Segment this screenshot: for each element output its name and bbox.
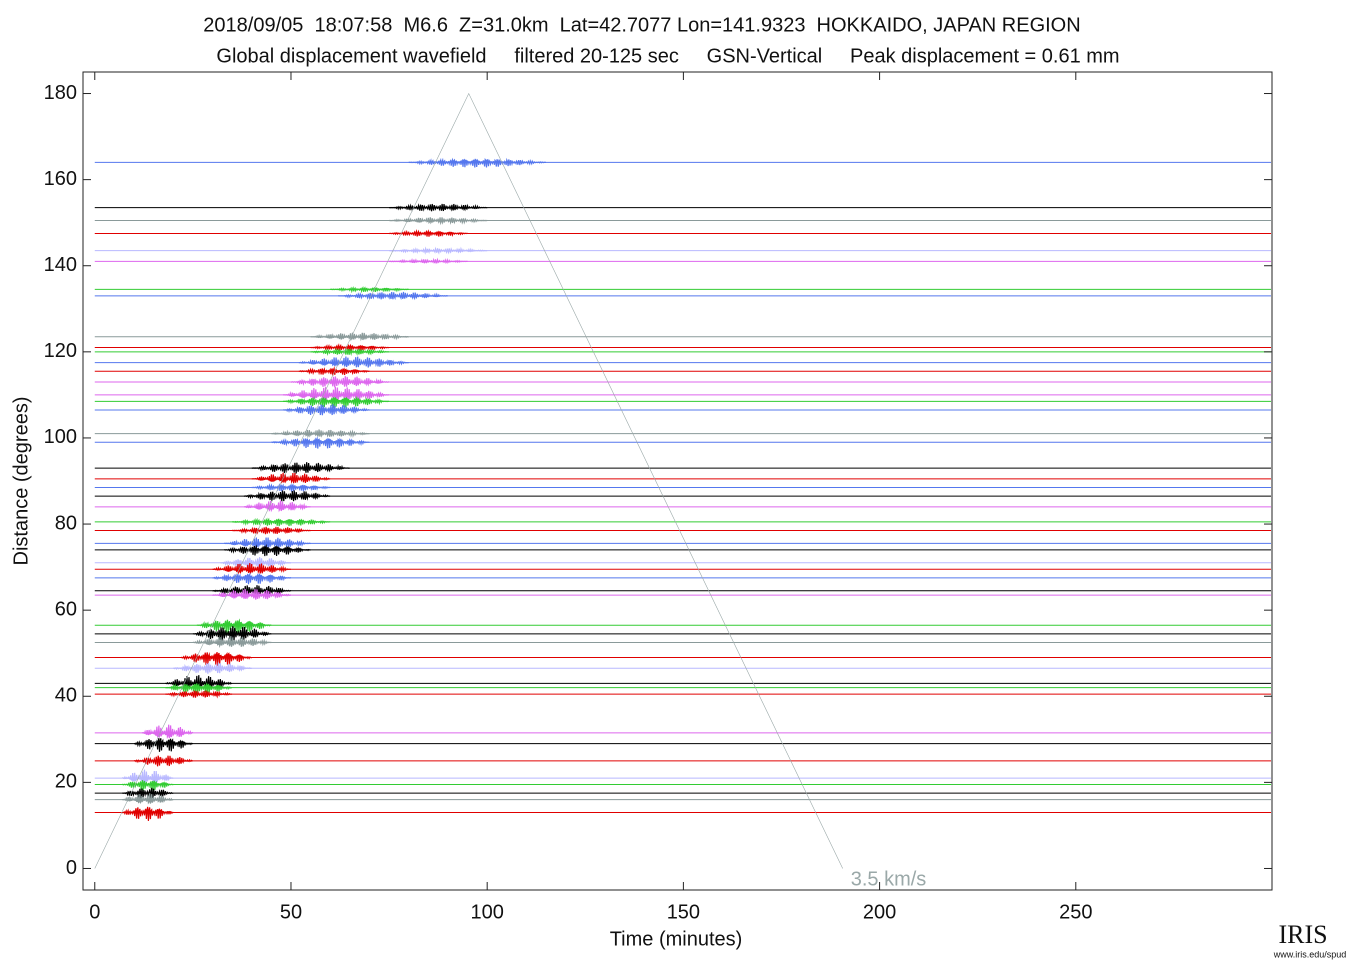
y-axis-label: Distance (degrees) [10, 397, 32, 566]
waveform [122, 793, 174, 805]
chart-subtitle: Global displacement wavefield filtered 2… [216, 45, 1119, 67]
waveform [224, 537, 311, 549]
x-tick-label: 100 [470, 901, 503, 923]
waveform [251, 472, 331, 484]
waveform [165, 690, 233, 699]
waveform [232, 526, 311, 535]
waveform [232, 517, 331, 527]
plot-frame [82, 71, 1273, 891]
x-tick-label: 150 [667, 901, 700, 923]
waveform [243, 500, 311, 513]
waveform [224, 543, 311, 557]
y-tick-label: 0 [66, 857, 77, 879]
logo: IRIS [1278, 920, 1327, 949]
waveform [271, 429, 370, 439]
waveform [122, 787, 174, 799]
waveform [389, 228, 468, 237]
logo-url: www.iris.edu/spud [1273, 949, 1347, 959]
y-tick-label: 20 [55, 771, 77, 793]
curve-label: 3.5 km/s [851, 868, 927, 890]
waveform [298, 366, 370, 376]
waveform [243, 490, 331, 502]
y-tick-label: 60 [55, 598, 77, 620]
x-tick-label: 250 [1059, 901, 1092, 923]
waveform [251, 483, 331, 492]
waveform [133, 755, 193, 767]
waveform [290, 376, 390, 388]
x-tick-label: 0 [89, 901, 100, 923]
waveform [330, 286, 409, 294]
x-tick-label: 200 [863, 901, 896, 923]
waveform [389, 203, 488, 212]
waveform [283, 386, 390, 402]
y-tick-label: 100 [44, 426, 77, 448]
waveform [310, 343, 390, 351]
waveform [122, 806, 174, 821]
waveform [165, 682, 233, 694]
y-tick-label: 80 [55, 512, 77, 534]
waveform [220, 557, 292, 569]
y-tick-label: 160 [44, 168, 77, 190]
x-tick-label: 50 [280, 901, 302, 923]
y-tick-label: 140 [44, 254, 77, 276]
waveform [251, 462, 350, 474]
waveform [389, 217, 488, 226]
waveform [212, 585, 292, 597]
waveform [122, 780, 174, 791]
waveform [271, 436, 370, 449]
waveform [192, 636, 272, 648]
waveform [283, 395, 390, 408]
y-tick-label: 180 [44, 82, 77, 104]
waveform [408, 157, 546, 168]
waveform [181, 651, 252, 667]
waveform [389, 246, 488, 255]
waveform [310, 347, 390, 357]
waveform [173, 662, 252, 674]
x-axis-label: Time (minutes) [610, 928, 743, 950]
waveform [298, 356, 409, 368]
waveform [212, 562, 291, 575]
waveform [165, 675, 233, 690]
waveform [310, 332, 409, 342]
waveform [338, 291, 448, 301]
waveform [141, 724, 194, 739]
y-tick-label: 40 [55, 685, 77, 707]
chart-title: 2018/09/05 18:07:58 M6.6 Z=31.0km Lat=42… [203, 14, 1080, 36]
waveform [196, 618, 272, 634]
y-tick-label: 120 [44, 340, 77, 362]
waveform [389, 257, 468, 265]
waveform [283, 404, 370, 416]
waveform [134, 738, 193, 752]
waveform [121, 769, 174, 784]
waveform [212, 572, 292, 585]
plot-area: 3.5 km/s [94, 92, 1271, 890]
waveform [212, 588, 292, 600]
travel-time-curve [94, 92, 843, 869]
